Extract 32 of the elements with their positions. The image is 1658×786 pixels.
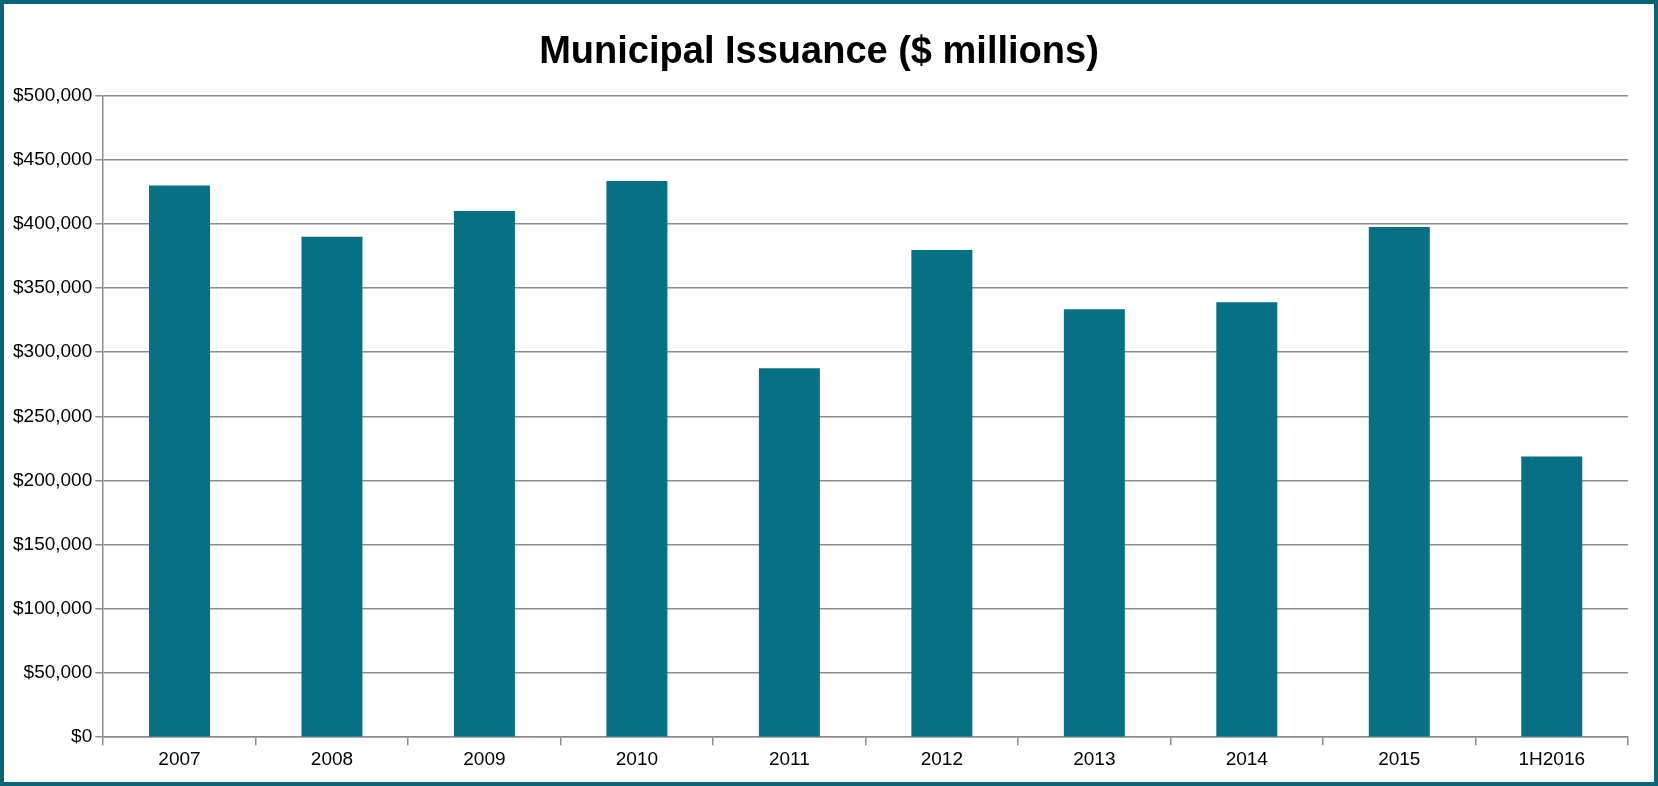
y-tick-label: $150,000 (13, 532, 93, 554)
bar (148, 185, 210, 737)
bar (1521, 456, 1583, 737)
y-tick-label: $250,000 (13, 404, 93, 426)
x-tick-label: 2012 (920, 747, 963, 769)
x-tick-label: 2015 (1378, 747, 1421, 769)
chart-title: Municipal Issuance ($ millions) (539, 29, 1099, 72)
y-tick-label: $50,000 (23, 661, 93, 683)
x-tick-label: 2009 (463, 747, 506, 769)
x-tick-label: 2011 (768, 747, 810, 769)
bar (606, 180, 668, 737)
y-tick-label: $350,000 (13, 276, 93, 298)
bar (758, 368, 820, 737)
x-tick-label: 2010 (615, 747, 659, 769)
bar (1368, 227, 1430, 737)
y-tick-label: $450,000 (13, 147, 93, 169)
y-tick-label: $200,000 (13, 468, 93, 490)
x-tick-label: 2014 (1225, 747, 1269, 769)
y-tick-label: $400,000 (13, 212, 93, 234)
bar (1216, 302, 1278, 737)
bar (453, 211, 515, 737)
x-tick-label: 2008 (310, 747, 354, 769)
y-tick-label: $500,000 (13, 83, 93, 105)
y-tick-label: $100,000 (13, 597, 93, 619)
x-tick-label: 2007 (158, 747, 201, 769)
y-tick-label: $0 (71, 725, 93, 747)
bar (1063, 309, 1125, 737)
x-tick-label: 2013 (1073, 747, 1116, 769)
x-tick-label: 1H2016 (1518, 747, 1586, 769)
bar (911, 250, 973, 737)
bar (301, 236, 363, 737)
y-tick-label: $300,000 (13, 340, 93, 362)
